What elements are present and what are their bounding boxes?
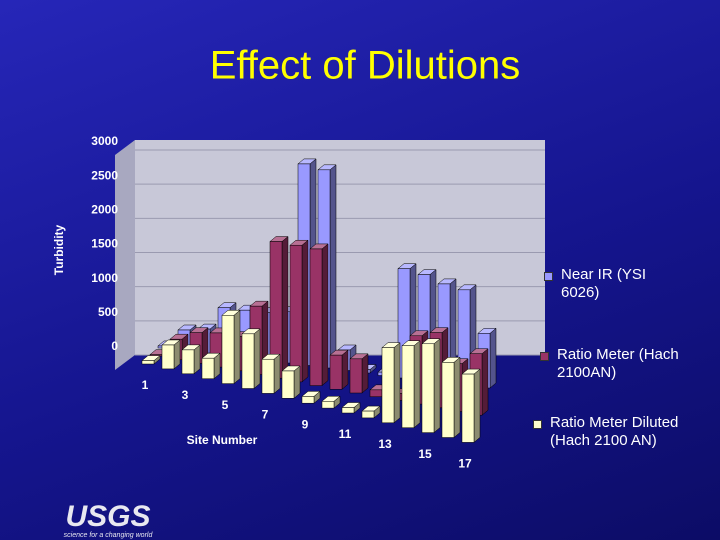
x-tick-label: 1 <box>142 378 149 392</box>
bar <box>141 355 161 365</box>
bar-front <box>369 389 383 397</box>
x-axis-label: Site Number <box>187 433 258 447</box>
legend-item: Near IR (YSI 6026) <box>544 266 664 302</box>
bar-side <box>233 309 241 385</box>
bar <box>461 368 481 443</box>
x-tick-label: 17 <box>458 457 472 471</box>
legend-label: Ratio Meter Diluted (Hach 2100 AN) <box>550 414 679 449</box>
bar-front <box>381 347 395 424</box>
bar <box>269 235 289 379</box>
bar-side <box>433 338 441 434</box>
bar-side <box>321 243 329 387</box>
bar-side <box>453 356 461 439</box>
y-tick-label: 2000 <box>91 203 118 217</box>
bar-front <box>221 315 235 384</box>
logo-tagline: science for a changing world <box>64 532 154 539</box>
bar <box>281 365 301 399</box>
legend-swatch <box>533 420 542 429</box>
bar-front <box>161 344 175 370</box>
bar-side <box>481 348 489 416</box>
bar-side <box>301 239 309 383</box>
bar-side <box>361 353 369 394</box>
bar <box>261 353 281 394</box>
chart-title: Effect of Dilutions <box>210 44 521 88</box>
bar-side <box>293 365 301 399</box>
bar-side <box>489 327 497 389</box>
x-tick-label: 7 <box>262 408 269 422</box>
bar-front <box>441 362 455 438</box>
x-tick-label: 3 <box>182 388 189 402</box>
bar-front <box>309 248 323 386</box>
bar-side <box>473 368 481 443</box>
bar <box>329 349 349 390</box>
bar <box>221 309 241 385</box>
legend-item: Ratio Meter (Hach 2100AN) <box>540 346 680 382</box>
y-tick-label: 2500 <box>91 168 118 182</box>
bar <box>349 353 369 394</box>
legend-label: Near IR (YSI 6026) <box>561 266 647 301</box>
bar-front <box>329 354 343 390</box>
logo: USGS <box>65 500 150 533</box>
bar-side <box>393 342 401 424</box>
bar-front <box>301 396 315 404</box>
bar <box>161 339 181 370</box>
y-tick-label: 0 <box>111 339 118 353</box>
bar-front <box>361 410 375 419</box>
bar <box>241 328 261 390</box>
legend-swatch <box>544 272 553 281</box>
bar-front <box>349 358 363 394</box>
bar <box>309 243 329 387</box>
bar-side <box>273 353 281 394</box>
bar-side <box>329 164 337 369</box>
bar <box>361 405 381 419</box>
side-wall <box>115 140 135 370</box>
legend-swatch <box>540 352 549 361</box>
x-tick-label: 15 <box>418 447 432 461</box>
x-tick-label: 11 <box>339 427 352 441</box>
bar-front <box>289 244 303 383</box>
bar <box>289 239 309 383</box>
bar-front <box>241 333 255 389</box>
y-tick-label: 3000 <box>91 134 118 148</box>
back-wall <box>135 140 545 355</box>
x-tick-label: 5 <box>222 398 229 412</box>
x-tick-label: 13 <box>378 437 392 451</box>
bar <box>341 401 361 414</box>
bar-side <box>341 349 349 390</box>
legend-label: Ratio Meter (Hach 2100AN) <box>557 346 679 381</box>
legend-item: Ratio Meter Diluted (Hach 2100 AN) <box>533 414 713 450</box>
bar-front <box>261 358 275 394</box>
bar-front <box>281 370 295 399</box>
y-axis-label: Turbidity <box>52 224 66 275</box>
bar <box>321 395 341 409</box>
y-tick-label: 500 <box>98 305 118 319</box>
bar-front <box>181 349 195 375</box>
bar <box>441 356 461 439</box>
bar-side <box>281 235 289 379</box>
bar-front <box>421 343 435 433</box>
bar-front <box>141 360 155 365</box>
bar-front <box>461 373 475 443</box>
y-tick-label: 1500 <box>91 237 118 251</box>
bar-front <box>321 401 335 409</box>
bar <box>401 340 421 429</box>
bar-side <box>253 328 261 390</box>
bar <box>421 338 441 434</box>
bar <box>381 342 401 424</box>
bar-front <box>401 345 415 428</box>
bar <box>181 344 201 375</box>
bar <box>301 390 321 404</box>
x-tick-label: 9 <box>302 417 309 431</box>
bar-front <box>201 357 215 379</box>
bar <box>201 352 221 380</box>
bar-side <box>413 340 421 429</box>
y-tick-label: 1000 <box>91 271 118 285</box>
bar-front <box>341 407 355 414</box>
